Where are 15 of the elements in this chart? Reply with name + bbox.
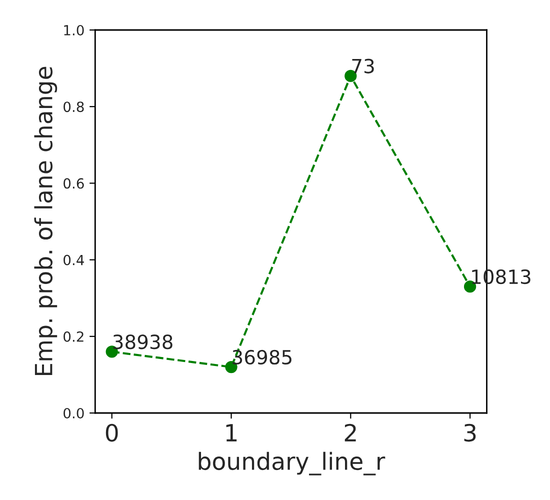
annotation: 73 — [352, 58, 374, 74]
y-tick-label: 0.4 — [64, 254, 84, 266]
y-tick-label: 0.8 — [64, 102, 84, 112]
y-tick-label: 0.6 — [64, 178, 84, 189]
x-tick-label: 0 — [106, 424, 118, 442]
y-tick-label: 1.0 — [64, 24, 84, 36]
y-tick-label: 0.0 — [64, 408, 84, 418]
y-tick-label: 0.2 — [64, 331, 84, 342]
x-tick-label: 3 — [464, 424, 476, 442]
x-axis-title: boundary_line_r — [198, 452, 386, 476]
y-axis-title: Emp. prob. of lane change — [34, 66, 58, 376]
x-tick-label: 1 — [226, 424, 237, 442]
x-tick-label: 2 — [344, 424, 356, 442]
annotation: 36985 — [232, 350, 292, 365]
annotation: 38938 — [113, 334, 172, 350]
